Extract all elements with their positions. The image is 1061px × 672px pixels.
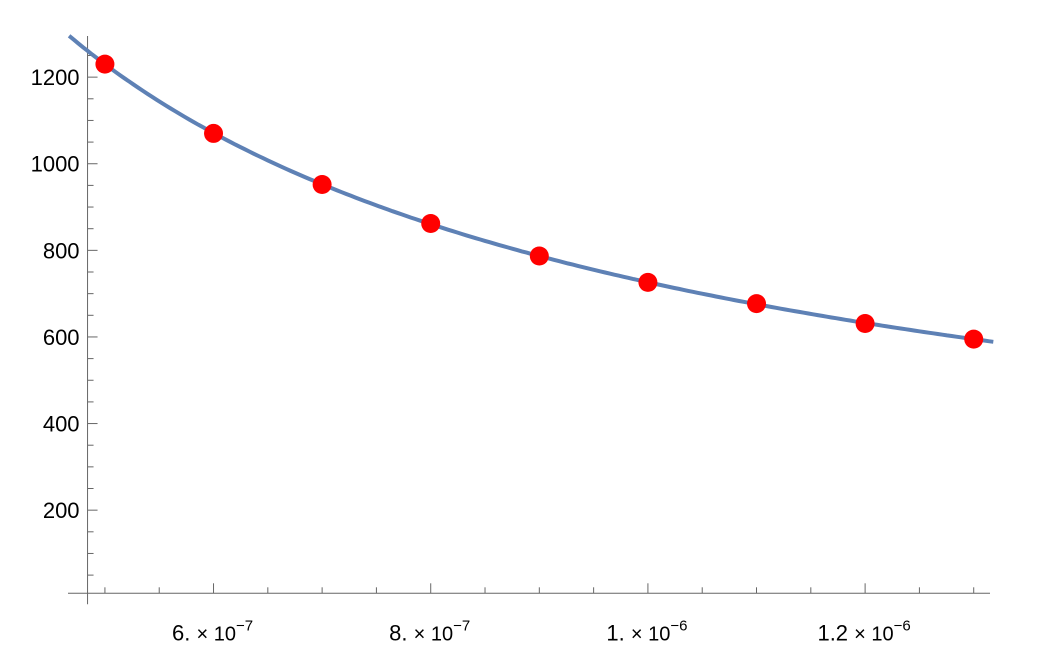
x-tick-label: 8. × 10−7: [389, 617, 470, 645]
data-point: [747, 294, 767, 314]
y-tick-label: 200: [43, 498, 80, 523]
fit-curve-layer: [67, 34, 994, 344]
fit-curve: [67, 34, 994, 344]
data-point: [204, 123, 224, 143]
data-point: [855, 314, 875, 334]
y-tick-label: 400: [43, 412, 80, 437]
y-tick-label: 800: [43, 238, 80, 263]
data-point: [95, 54, 115, 74]
data-point: [638, 272, 658, 292]
axes: 6. × 10−7 8. × 10−7 1. × 10−6 1.2 × 10−6 200…: [31, 36, 990, 645]
data-point: [529, 246, 549, 266]
data-point: [964, 329, 984, 349]
data-points-layer: [95, 54, 984, 349]
y-tick-label: 1200: [31, 65, 80, 90]
y-tick-label: 1000: [31, 152, 80, 177]
x-tick-label: 1. × 10−6: [606, 617, 687, 645]
data-point: [421, 213, 441, 233]
x-tick-label: 1.2 × 10−6: [817, 617, 910, 645]
x-tick-label: 6. × 10−7: [172, 617, 253, 645]
data-point: [312, 175, 332, 195]
y-tick-label: 600: [43, 325, 80, 350]
